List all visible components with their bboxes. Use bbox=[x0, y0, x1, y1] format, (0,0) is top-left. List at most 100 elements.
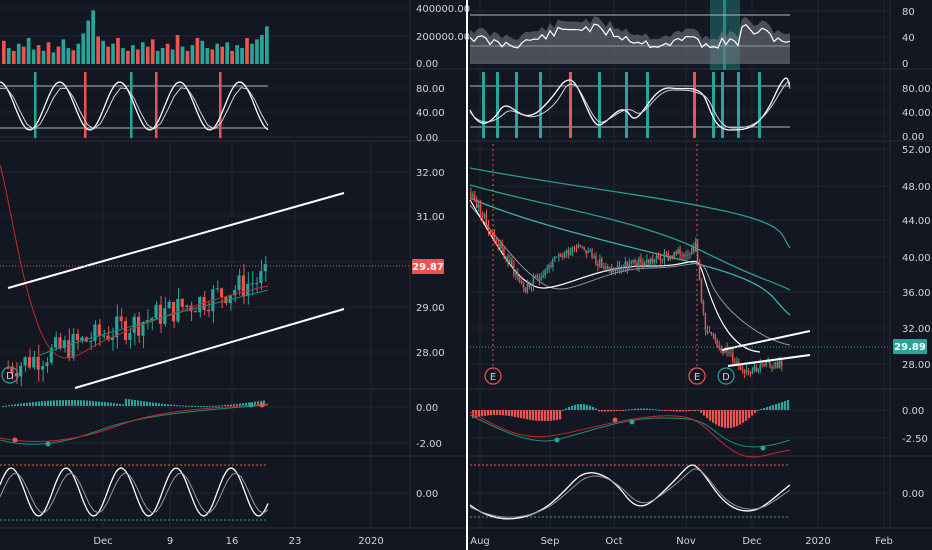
right-candle-body[interactable] bbox=[747, 370, 750, 373]
right-candle-body[interactable] bbox=[524, 288, 527, 292]
right-candle-body[interactable] bbox=[732, 353, 734, 362]
right-candle-body[interactable] bbox=[579, 244, 581, 247]
right-candle-body[interactable] bbox=[470, 192, 472, 197]
left-candle-body[interactable] bbox=[93, 324, 97, 342]
right-candle-body[interactable] bbox=[622, 267, 624, 269]
left-candle-body[interactable] bbox=[102, 335, 106, 337]
right-candle-body[interactable] bbox=[616, 265, 619, 271]
right-candle-body[interactable] bbox=[663, 252, 665, 261]
left-candle-body[interactable] bbox=[32, 356, 36, 368]
left-candle-body[interactable] bbox=[224, 296, 228, 304]
right-candle-body[interactable] bbox=[759, 364, 761, 369]
right-candle-body[interactable] bbox=[638, 258, 640, 268]
right-candle-body[interactable] bbox=[604, 266, 607, 269]
right-candle-body[interactable] bbox=[698, 261, 701, 281]
left-candle-body[interactable] bbox=[128, 332, 132, 340]
right-candle-body[interactable] bbox=[728, 352, 730, 354]
left-candle-body[interactable] bbox=[158, 304, 162, 324]
left-candle-body[interactable] bbox=[246, 283, 250, 296]
left-candle-body[interactable] bbox=[141, 322, 145, 336]
left-candle-body[interactable] bbox=[36, 356, 40, 370]
left-candle-body[interactable] bbox=[62, 340, 66, 349]
left-candle-body[interactable] bbox=[10, 367, 14, 374]
left-candle-body[interactable] bbox=[119, 316, 123, 322]
left-candle-body[interactable] bbox=[150, 318, 154, 321]
right-candle-body[interactable] bbox=[481, 215, 484, 217]
right-candle-body[interactable] bbox=[665, 252, 667, 254]
left-candle-body[interactable] bbox=[237, 275, 241, 291]
left-candle-body[interactable] bbox=[176, 298, 180, 322]
left-candle-body[interactable] bbox=[154, 304, 158, 319]
right-candle-body[interactable] bbox=[614, 267, 617, 271]
right-candle-body[interactable] bbox=[722, 351, 724, 353]
right-candle-body[interactable] bbox=[514, 272, 517, 275]
right-candle-body[interactable] bbox=[471, 194, 474, 197]
right-candle-body[interactable] bbox=[538, 277, 540, 280]
right-candle-body[interactable] bbox=[653, 259, 656, 263]
right-candle-body[interactable] bbox=[569, 251, 572, 255]
right-candle-body[interactable] bbox=[493, 232, 495, 239]
right-candle-body[interactable] bbox=[757, 368, 759, 372]
right-candle-body[interactable] bbox=[561, 255, 564, 257]
right-candle-body[interactable] bbox=[743, 370, 746, 373]
right-candle-body[interactable] bbox=[593, 256, 595, 258]
right-candle-body[interactable] bbox=[683, 254, 685, 257]
right-candle-body[interactable] bbox=[704, 313, 707, 331]
right-candle-body[interactable] bbox=[542, 275, 544, 278]
right-candle-body[interactable] bbox=[630, 262, 632, 264]
right-candle-body[interactable] bbox=[741, 369, 744, 371]
right-candle-body[interactable] bbox=[573, 247, 576, 249]
left-candle-body[interactable] bbox=[202, 297, 206, 310]
right-candle-body[interactable] bbox=[505, 256, 507, 258]
right-candle-body[interactable] bbox=[749, 372, 752, 374]
right-candle-body[interactable] bbox=[485, 214, 488, 224]
plot-layer[interactable] bbox=[0, 0, 890, 521]
right-candle-body[interactable] bbox=[689, 254, 691, 256]
right-candle-body[interactable] bbox=[599, 258, 601, 267]
right-candle-body[interactable] bbox=[511, 259, 513, 266]
right-candle-body[interactable] bbox=[620, 268, 622, 271]
right-candle-body[interactable] bbox=[509, 259, 511, 263]
right-candle-body[interactable] bbox=[571, 247, 574, 252]
right-candle-body[interactable] bbox=[769, 360, 771, 368]
right-candle-body[interactable] bbox=[708, 331, 710, 333]
right-candle-body[interactable] bbox=[628, 263, 630, 270]
right-candle-body[interactable] bbox=[522, 283, 525, 289]
right-candle-body[interactable] bbox=[608, 267, 611, 269]
left-candle-body[interactable] bbox=[263, 263, 267, 272]
right-candle-body[interactable] bbox=[501, 243, 503, 249]
left-candle-body[interactable] bbox=[54, 337, 58, 348]
right-candle-body[interactable] bbox=[526, 283, 529, 292]
right-candle-body[interactable] bbox=[513, 265, 515, 275]
left-candle-body[interactable] bbox=[215, 288, 219, 290]
right-candle-body[interactable] bbox=[753, 366, 755, 370]
right-candle-body[interactable] bbox=[646, 259, 648, 263]
right-candle-body[interactable] bbox=[550, 265, 552, 268]
right-candle-body[interactable] bbox=[602, 267, 605, 269]
left-candle-body[interactable] bbox=[88, 341, 93, 343]
right-candle-body[interactable] bbox=[647, 259, 650, 264]
right-candle-body[interactable] bbox=[734, 361, 736, 363]
left-candle-body[interactable] bbox=[40, 366, 45, 370]
right-candle-body[interactable] bbox=[540, 277, 542, 280]
left-candle-body[interactable] bbox=[167, 302, 171, 309]
right-candle-body[interactable] bbox=[544, 270, 546, 276]
right-candle-body[interactable] bbox=[716, 340, 718, 346]
right-candle-body[interactable] bbox=[610, 267, 613, 273]
right-candle-body[interactable] bbox=[532, 276, 534, 286]
right-candle-body[interactable] bbox=[706, 330, 708, 333]
right-candle-body[interactable] bbox=[673, 251, 675, 258]
left-candle-body[interactable] bbox=[71, 334, 75, 359]
right-candle-body[interactable] bbox=[700, 280, 703, 303]
right-candle-body[interactable] bbox=[661, 260, 664, 262]
right-candle-body[interactable] bbox=[518, 276, 521, 282]
left-candle-body[interactable] bbox=[49, 347, 53, 363]
right-candle-body[interactable] bbox=[483, 214, 486, 217]
right-candle-body[interactable] bbox=[714, 334, 716, 341]
right-candle-body[interactable] bbox=[778, 360, 781, 368]
right-candle-body[interactable] bbox=[655, 255, 658, 260]
right-candle-body[interactable] bbox=[634, 259, 636, 264]
right-candle-body[interactable] bbox=[765, 361, 767, 366]
left-candle-body[interactable] bbox=[67, 340, 71, 359]
